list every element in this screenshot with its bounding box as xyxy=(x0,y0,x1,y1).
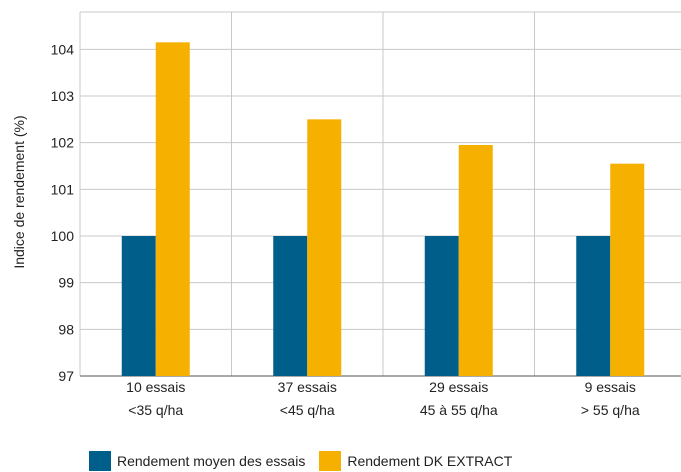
x-category-label-1-line-2: <35 q/ha xyxy=(128,402,183,418)
bar-series-2-cat-2 xyxy=(307,119,342,376)
legend-label-series-2: Rendement DK EXTRACT xyxy=(347,453,513,469)
bar-series-1-cat-1 xyxy=(121,236,156,376)
x-category-label-2-line-1: 37 essais xyxy=(278,379,337,395)
legend-item-series-2: Rendement DK EXTRACT xyxy=(319,451,512,471)
y-tick-label-6: 103 xyxy=(51,88,75,104)
legend: Rendement moyen des essais Rendement DK … xyxy=(89,450,512,472)
bar-series-2-cat-4 xyxy=(610,163,645,376)
bar-series-2-cat-3 xyxy=(458,145,493,376)
bar-series-1-cat-3 xyxy=(424,236,459,376)
y-tick-label-0: 97 xyxy=(58,368,74,384)
bar-series-1-cat-2 xyxy=(273,236,308,376)
x-category-label-3-line-2: 45 à 55 q/ha xyxy=(420,402,498,418)
bar-series-2-cat-1 xyxy=(155,42,190,376)
legend-swatch-series-2 xyxy=(319,451,342,471)
y-tick-label-2: 99 xyxy=(58,275,74,291)
bar-series-1-cat-4 xyxy=(576,236,611,376)
y-tick-label-4: 101 xyxy=(51,181,75,197)
legend-item-series-1: Rendement moyen des essais xyxy=(89,451,305,471)
y-tick-label-1: 98 xyxy=(58,321,74,337)
x-category-labels: 10 essais <35 q/ha 37 essais <45 q/ha 29 ess… xyxy=(126,379,640,418)
y-tick-label-5: 102 xyxy=(51,135,75,151)
y-axis-label: Indice de rendement (%) xyxy=(11,115,27,268)
y-tick-label-7: 104 xyxy=(51,41,75,57)
y-tick-labels: 97 98 99 100 101 102 103 104 xyxy=(51,41,75,384)
x-category-label-4-line-1: 9 essais xyxy=(585,379,636,395)
legend-swatch-series-1 xyxy=(89,451,111,471)
x-category-label-1-line-1: 10 essais xyxy=(126,379,185,395)
y-tick-label-3: 100 xyxy=(51,228,75,244)
x-category-label-2-line-2: <45 q/ha xyxy=(280,402,335,418)
x-category-label-4-line-2: > 55 q/ha xyxy=(581,402,640,418)
chart-bars xyxy=(121,42,645,376)
x-category-label-3-line-1: 29 essais xyxy=(429,379,488,395)
legend-label-series-1: Rendement moyen des essais xyxy=(117,453,306,469)
